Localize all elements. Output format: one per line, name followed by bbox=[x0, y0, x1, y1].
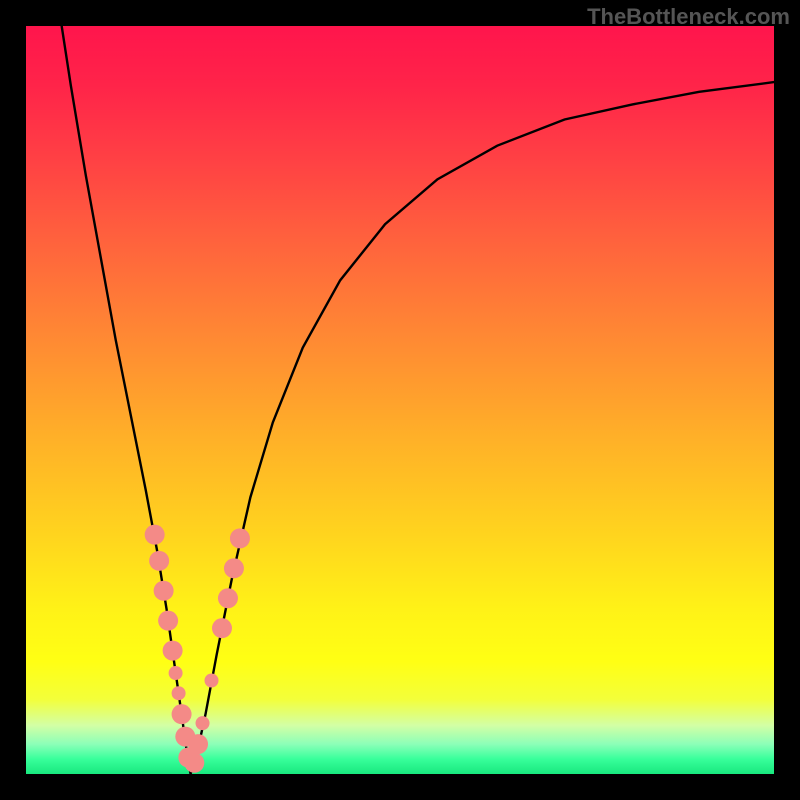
chart-svg bbox=[0, 0, 800, 800]
data-marker bbox=[158, 611, 178, 631]
watermark-text: TheBottleneck.com bbox=[587, 4, 790, 30]
data-marker bbox=[163, 641, 183, 661]
data-marker bbox=[169, 666, 183, 680]
data-marker bbox=[218, 588, 238, 608]
data-marker bbox=[154, 581, 174, 601]
data-marker bbox=[172, 704, 192, 724]
plot-background bbox=[26, 26, 774, 774]
data-marker bbox=[172, 686, 186, 700]
data-marker bbox=[224, 558, 244, 578]
data-marker bbox=[212, 618, 232, 638]
data-marker bbox=[188, 734, 208, 754]
data-marker bbox=[149, 551, 169, 571]
data-marker bbox=[205, 674, 219, 688]
data-marker bbox=[196, 716, 210, 730]
data-marker bbox=[184, 753, 204, 773]
data-marker bbox=[145, 525, 165, 545]
chart-container: TheBottleneck.com bbox=[0, 0, 800, 800]
data-marker bbox=[230, 528, 250, 548]
